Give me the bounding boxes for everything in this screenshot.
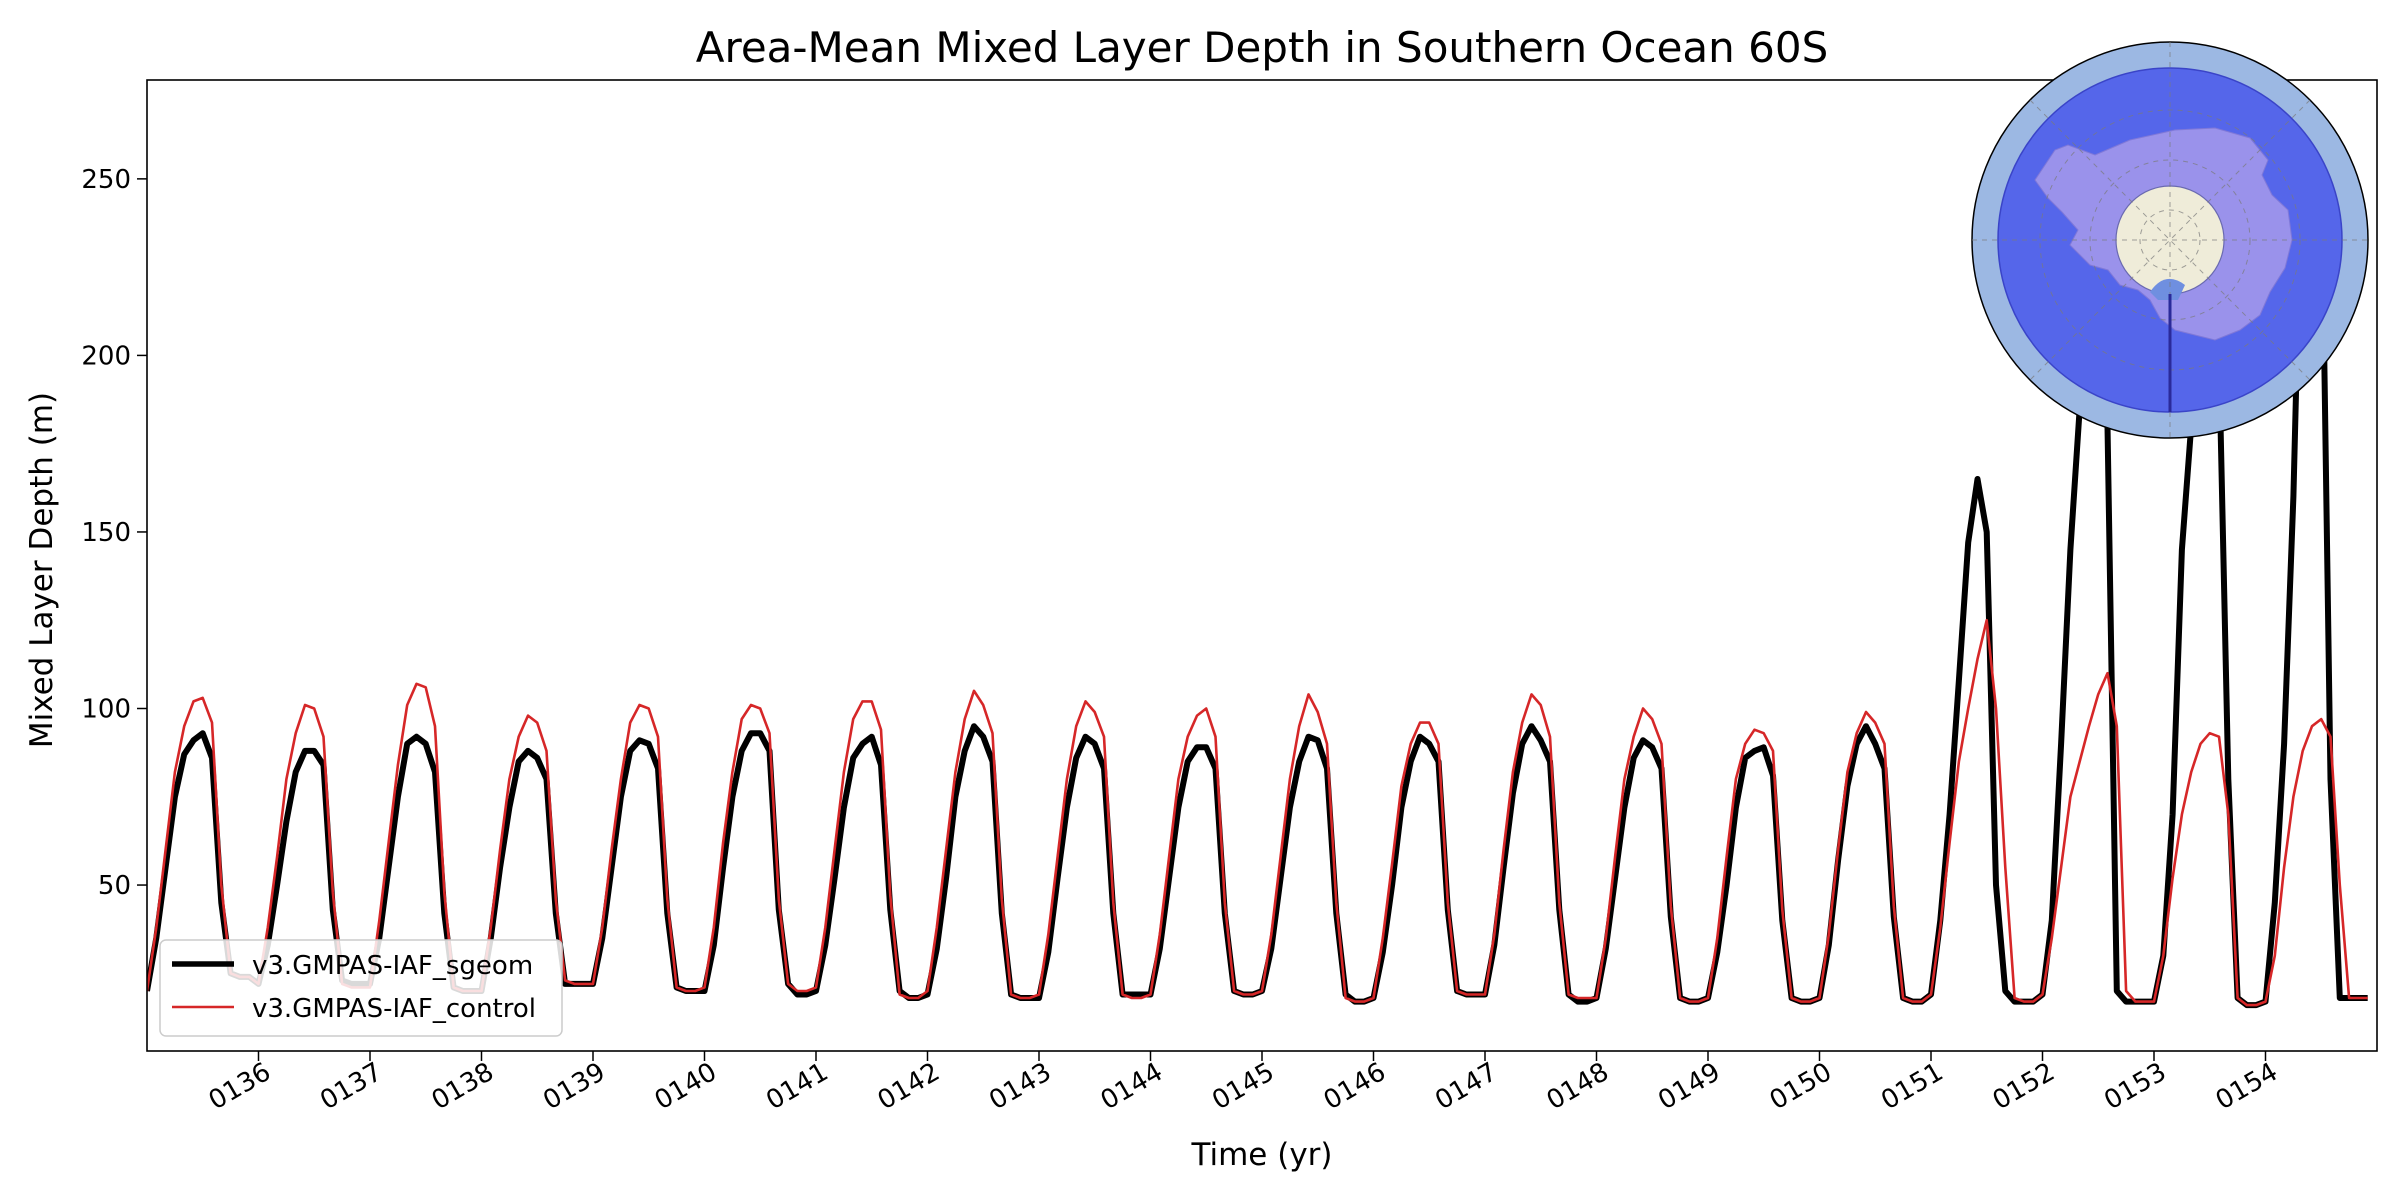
- y-tick-label: 250: [81, 165, 131, 195]
- series-lines: [147, 112, 2368, 1009]
- x-axis-label: Time (yr): [1191, 1137, 1333, 1173]
- chart-title: Area-Mean Mixed Layer Depth in Southern …: [696, 23, 1828, 72]
- legend-label-control: v3.GMPAS-IAF_control: [252, 994, 536, 1024]
- plot-area: [147, 112, 2368, 1009]
- y-tick-label: 100: [81, 695, 131, 725]
- y-axis-label: Mixed Layer Depth (m): [24, 392, 60, 748]
- series-line-control: [147, 618, 2368, 1007]
- y-tick-label: 50: [98, 871, 131, 901]
- y-tick-label: 150: [81, 518, 131, 548]
- legend-box: [159, 939, 563, 1037]
- legend: v3.GMPAS-IAF_sgeom v3.GMPAS-IAF_control: [159, 939, 563, 1037]
- inset-ross-sea: [2150, 278, 2185, 300]
- y-tick-label: 200: [81, 341, 131, 371]
- inset-map: [1971, 41, 2369, 439]
- y-axis-ticks: 50 100 150 200 250: [81, 165, 147, 901]
- legend-label-sgeom: v3.GMPAS-IAF_sgeom: [252, 951, 533, 981]
